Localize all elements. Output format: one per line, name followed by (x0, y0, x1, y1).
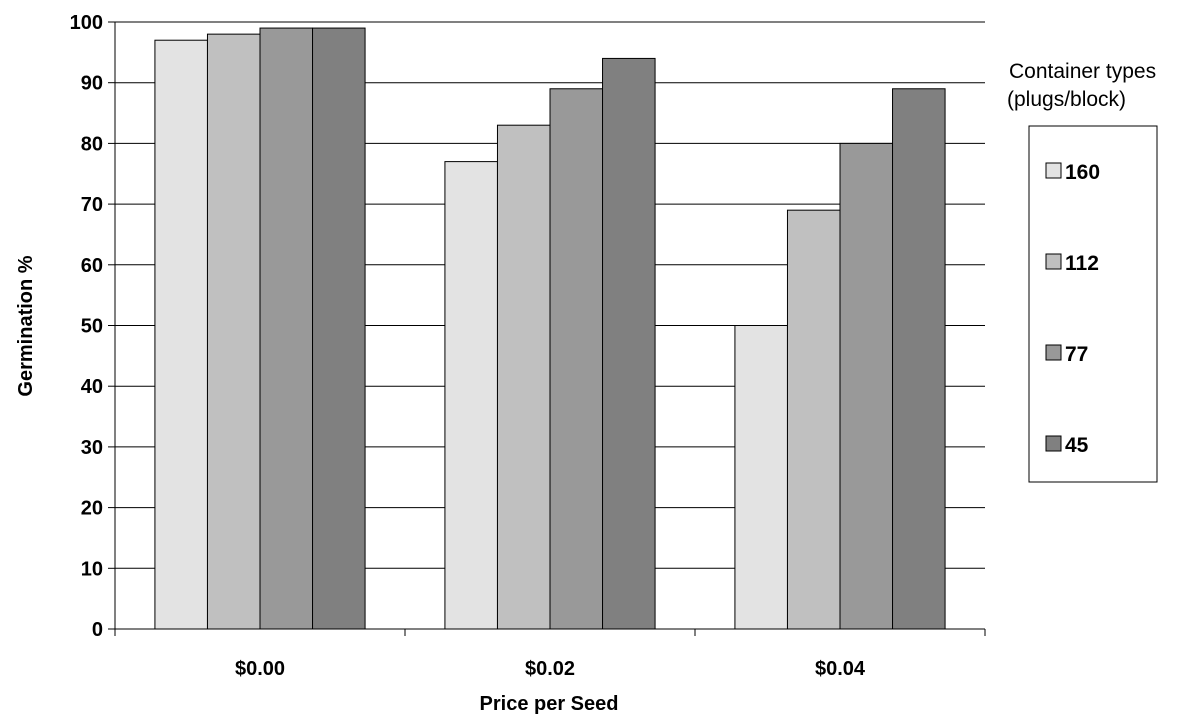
bar (259, 27, 314, 630)
legend-label: 45 (1065, 434, 1089, 457)
bar (549, 88, 604, 630)
y-tick-label: 10 (81, 558, 103, 580)
legend-label: 112 (1065, 252, 1099, 275)
bar (312, 27, 366, 630)
y-tick-label: 60 (81, 255, 103, 277)
x-tick-label: $0.00 (235, 658, 285, 680)
legend-title-line-1: Container types (1009, 60, 1156, 83)
legend: Container types (plugs/block) 160 112 77 45 (1007, 60, 1158, 483)
y-tick-label: 50 (81, 316, 103, 338)
bars (154, 27, 946, 630)
legend-swatch (1045, 344, 1062, 361)
legend-swatch (1045, 435, 1062, 452)
legend-box (1028, 125, 1158, 483)
bar (786, 209, 841, 630)
y-tick-label: 100 (70, 12, 103, 34)
legend-title-line-2: (plugs/block) (1007, 88, 1126, 111)
bar (206, 33, 261, 630)
y-tick-label: 90 (81, 73, 103, 95)
bar (892, 88, 946, 630)
y-tick-label: 70 (81, 194, 103, 216)
bar (602, 57, 656, 630)
legend-swatch (1045, 162, 1062, 179)
axes (108, 21, 986, 636)
legend-swatch (1045, 253, 1062, 270)
y-tick-label: 20 (81, 498, 103, 520)
y-tick-labels: 0 10 20 30 40 50 60 70 80 90 100 (70, 12, 103, 641)
bar (496, 124, 551, 630)
x-axis-title: Price per Seed (480, 693, 619, 715)
y-tick-label: 0 (92, 619, 103, 641)
y-axis-title: Germination % (15, 255, 37, 396)
legend-label: 77 (1065, 343, 1088, 366)
y-tick-label: 30 (81, 437, 103, 459)
legend-items: 160 112 77 45 (1045, 161, 1100, 457)
bar (444, 161, 498, 630)
y-tick-label: 80 (81, 133, 103, 155)
bar (839, 142, 894, 630)
x-tick-labels: $0.00 $0.02 $0.04 (235, 658, 866, 680)
bar (734, 325, 788, 630)
legend-label: 160 (1065, 161, 1100, 184)
x-tick-label: $0.04 (815, 658, 866, 680)
y-tick-label: 40 (81, 376, 103, 398)
x-tick-label: $0.02 (525, 658, 575, 680)
bar (154, 39, 208, 630)
